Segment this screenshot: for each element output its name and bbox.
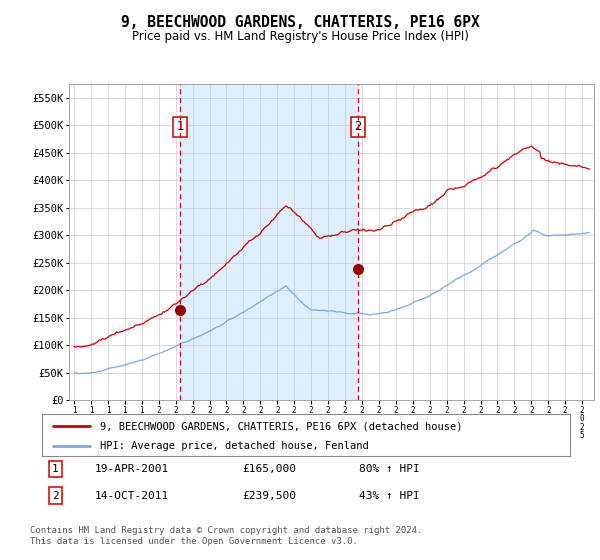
- Text: £239,500: £239,500: [242, 491, 296, 501]
- Text: 1: 1: [176, 120, 184, 133]
- Text: 14-OCT-2011: 14-OCT-2011: [95, 491, 169, 501]
- Text: 43% ↑ HPI: 43% ↑ HPI: [359, 491, 419, 501]
- Text: 9, BEECHWOOD GARDENS, CHATTERIS, PE16 6PX: 9, BEECHWOOD GARDENS, CHATTERIS, PE16 6P…: [121, 15, 479, 30]
- Text: Contains HM Land Registry data © Crown copyright and database right 2024.
This d: Contains HM Land Registry data © Crown c…: [30, 526, 422, 546]
- Text: 2: 2: [354, 120, 361, 133]
- Text: 1: 1: [52, 464, 59, 474]
- Bar: [180, 84, 358, 400]
- Text: 9, BEECHWOOD GARDENS, CHATTERIS, PE16 6PX (detached house): 9, BEECHWOOD GARDENS, CHATTERIS, PE16 6P…: [100, 421, 463, 431]
- Text: 80% ↑ HPI: 80% ↑ HPI: [359, 464, 419, 474]
- Text: Price paid vs. HM Land Registry's House Price Index (HPI): Price paid vs. HM Land Registry's House …: [131, 30, 469, 43]
- Text: HPI: Average price, detached house, Fenland: HPI: Average price, detached house, Fenl…: [100, 441, 369, 451]
- Text: £165,000: £165,000: [242, 464, 296, 474]
- Text: 19-APR-2001: 19-APR-2001: [95, 464, 169, 474]
- Text: 2: 2: [52, 491, 59, 501]
